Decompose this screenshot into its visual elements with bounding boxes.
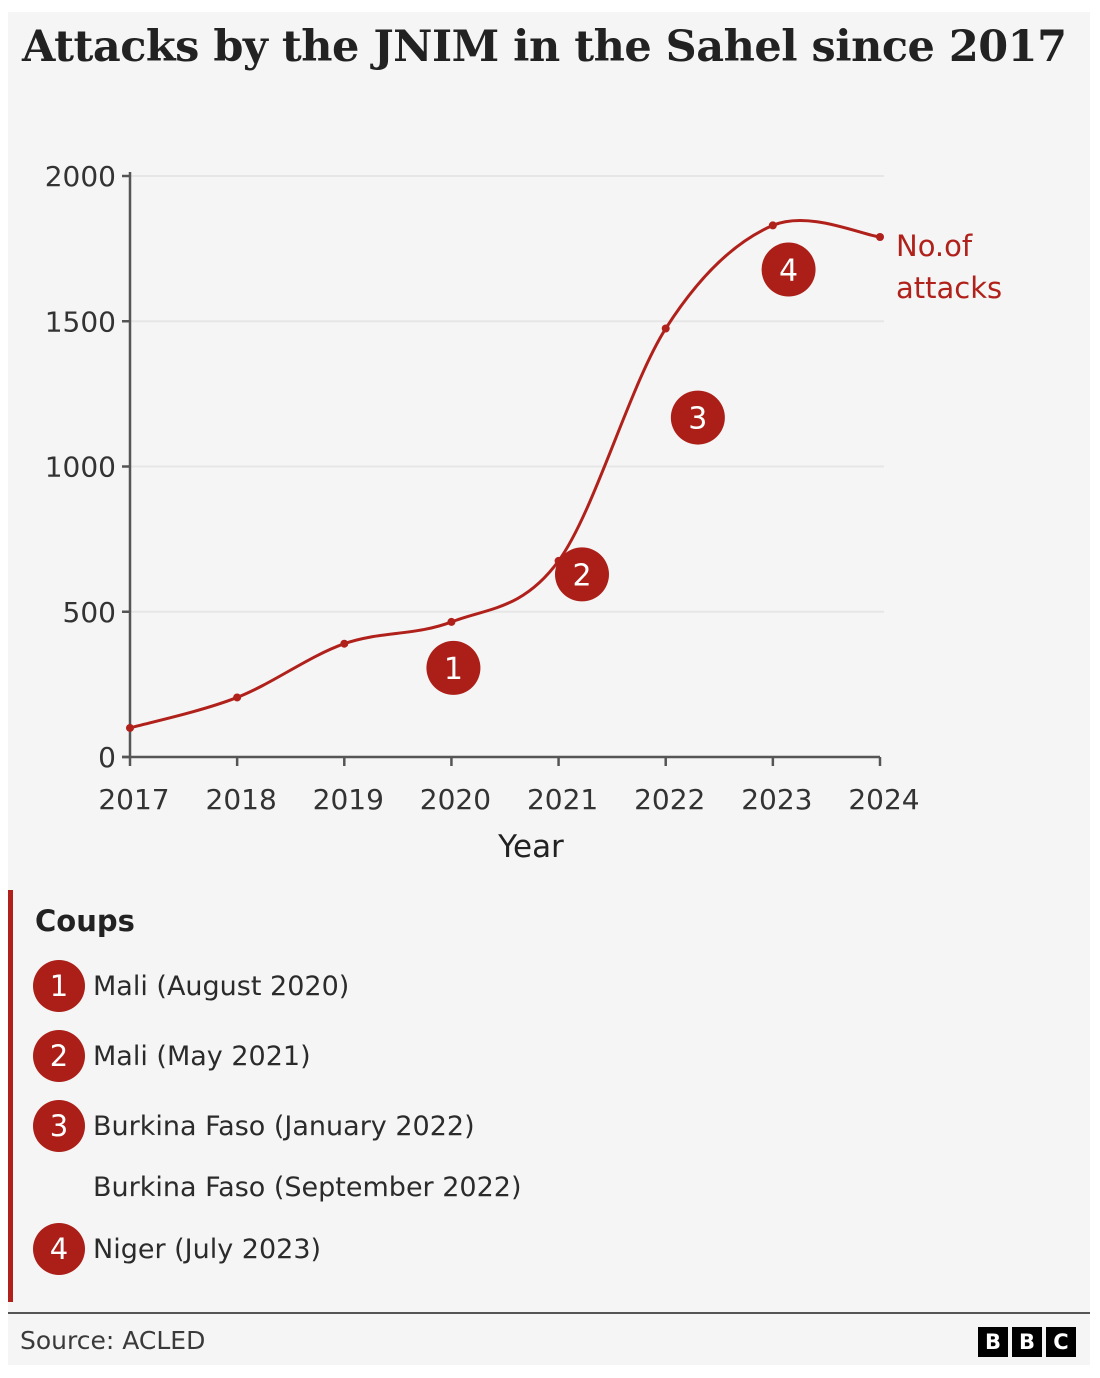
legend-text: Burkina Faso (January 2022) bbox=[93, 1110, 475, 1142]
data-point bbox=[340, 639, 349, 648]
legend-text: Mali (August 2020) bbox=[93, 970, 350, 1002]
annotation-number: 1 bbox=[444, 652, 463, 687]
x-tick-label: 2024 bbox=[848, 783, 919, 816]
x-tick-label: 2017 bbox=[98, 783, 169, 816]
bbc-logo-letter: B bbox=[978, 1327, 1008, 1357]
chart-panel bbox=[8, 12, 1090, 1365]
x-tick-label: 2018 bbox=[206, 783, 277, 816]
x-tick-label: 2021 bbox=[527, 783, 598, 816]
annotation-number: 2 bbox=[572, 558, 591, 593]
legend-text: Mali (May 2021) bbox=[93, 1040, 311, 1072]
data-point bbox=[233, 693, 242, 702]
bbc-logo: B B C bbox=[978, 1327, 1076, 1357]
legend-item: 2 Mali (May 2021) bbox=[33, 1030, 311, 1082]
data-point bbox=[876, 233, 884, 242]
source-text: Source: ACLED bbox=[20, 1326, 206, 1355]
series-line bbox=[129, 219, 881, 730]
y-tick-label: 500 bbox=[63, 596, 116, 629]
annotation-badge bbox=[670, 390, 725, 445]
y-tick-label: 0 bbox=[98, 741, 116, 774]
x-tick-label: 2020 bbox=[420, 783, 491, 816]
series-label: No.of bbox=[896, 229, 973, 263]
y-tick-label: 2000 bbox=[45, 160, 116, 193]
data-point bbox=[661, 324, 670, 333]
legend-item: 4 Niger (July 2023) bbox=[33, 1223, 321, 1275]
x-tick-label: 2023 bbox=[741, 783, 812, 816]
footer-divider bbox=[8, 1312, 1090, 1314]
legend-badge: 4 bbox=[33, 1223, 85, 1275]
x-axis-label: Year bbox=[497, 829, 564, 865]
data-point bbox=[126, 723, 134, 732]
annotation-badge bbox=[426, 640, 481, 695]
legend-text: Burkina Faso (September 2022) bbox=[93, 1171, 522, 1203]
bbc-logo-letter: B bbox=[1012, 1327, 1042, 1357]
data-point bbox=[447, 617, 456, 626]
annotation-number: 4 bbox=[779, 254, 798, 289]
chart-title: Attacks by the JNIM in the Sahel since 2… bbox=[22, 22, 1067, 72]
annotation-number: 3 bbox=[688, 402, 707, 437]
legend-badge: 1 bbox=[33, 960, 85, 1012]
legend-item: Burkina Faso (September 2022) bbox=[33, 1161, 521, 1213]
annotation-badge bbox=[555, 547, 609, 602]
x-tick-label: 2019 bbox=[313, 783, 384, 816]
legend-text: Niger (July 2023) bbox=[93, 1233, 322, 1265]
coups-legend: Coups 1 Mali (August 2020) 2 Mali (May 2… bbox=[8, 890, 613, 1302]
y-tick-label: 1500 bbox=[45, 305, 116, 338]
legend-badge: 3 bbox=[33, 1100, 85, 1152]
legend-item: 3 Burkina Faso (January 2022) bbox=[33, 1100, 475, 1152]
legend-badge: 2 bbox=[33, 1030, 85, 1082]
legend-badge-empty bbox=[33, 1161, 85, 1213]
legend-item: 1 Mali (August 2020) bbox=[33, 960, 349, 1012]
y-tick-label: 1000 bbox=[45, 451, 116, 484]
data-point bbox=[768, 221, 777, 230]
series-label: attacks bbox=[896, 271, 1002, 305]
x-tick-label: 2022 bbox=[634, 783, 705, 816]
annotation-badge bbox=[761, 242, 816, 297]
legend-title: Coups bbox=[35, 904, 135, 938]
line-chart: 0 500 1000 1500 2000 2017 2018 2019 2020 2021 2022… bbox=[45, 160, 1002, 865]
bbc-logo-letter: C bbox=[1046, 1327, 1076, 1357]
